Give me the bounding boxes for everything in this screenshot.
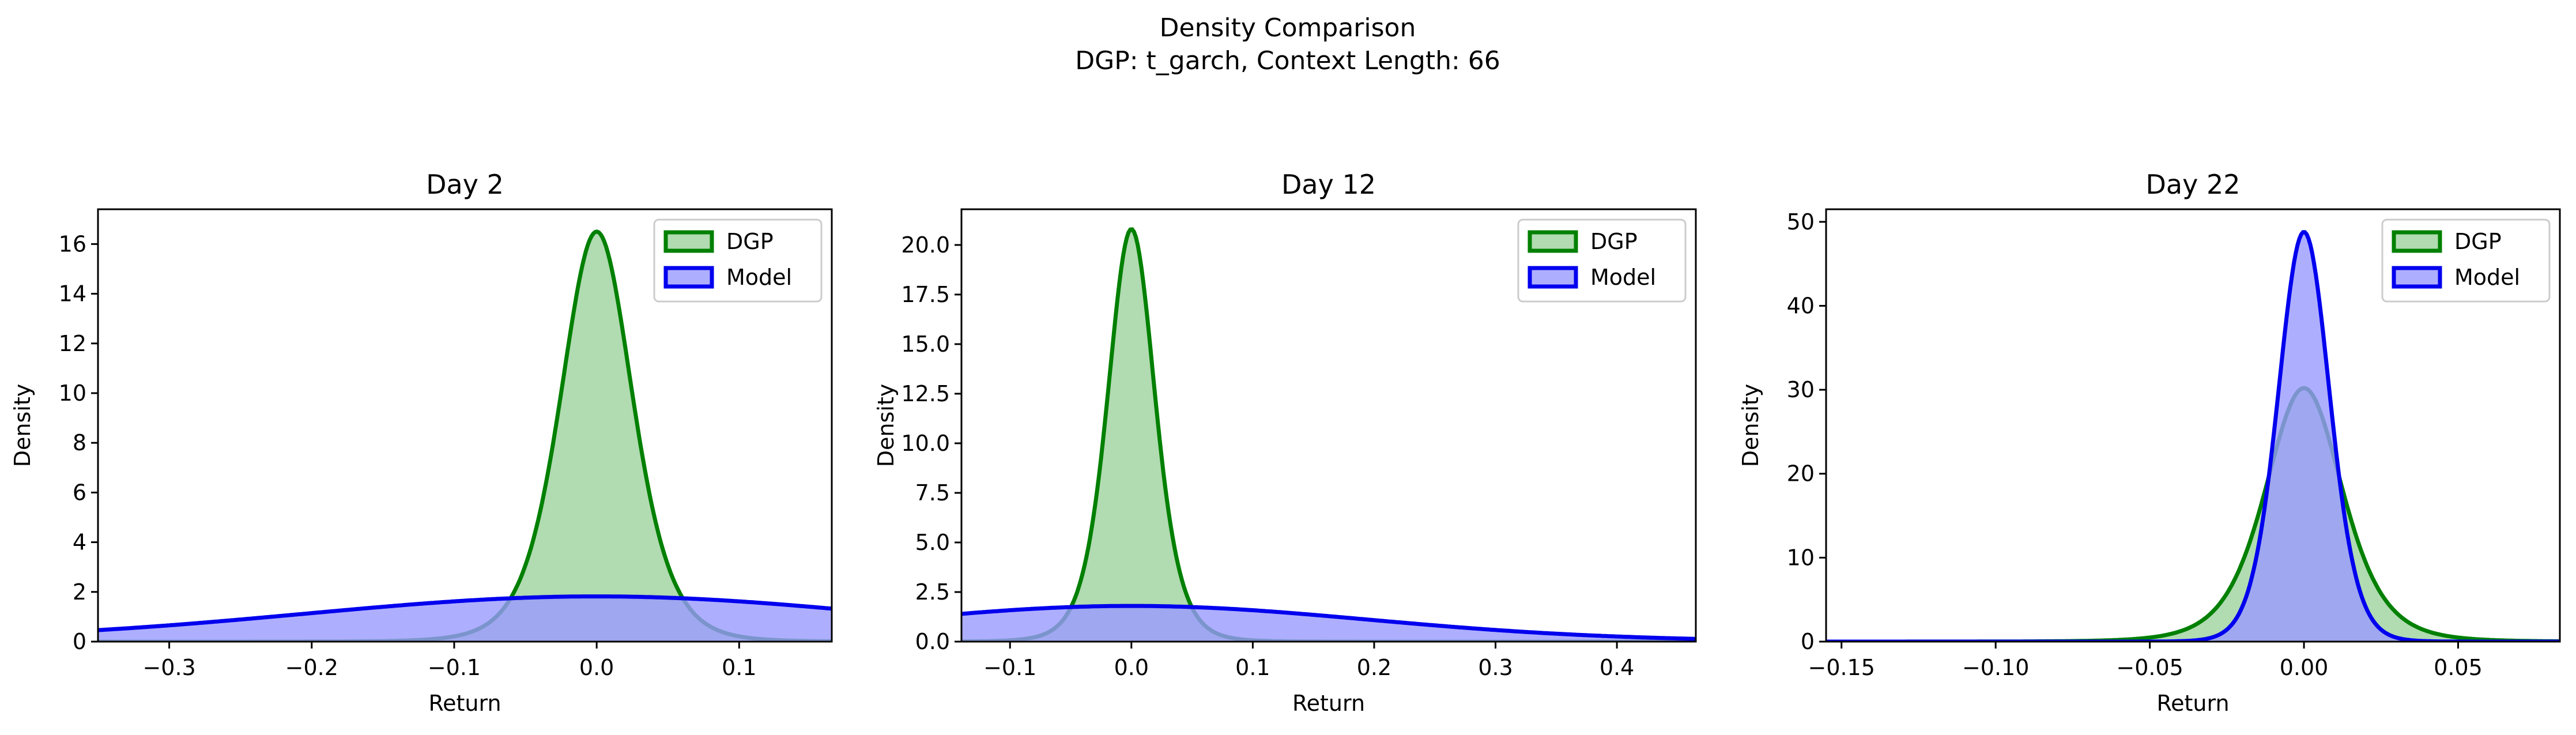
y-tick-label: 16 xyxy=(59,231,86,257)
legend-label-dgp: DGP xyxy=(726,229,774,254)
legend-swatch-dgp xyxy=(2392,230,2442,253)
y-tick-label: 17.5 xyxy=(901,282,950,307)
y-tick-label: 7.5 xyxy=(915,480,950,506)
subplot-title: Day 2 xyxy=(426,169,504,200)
y-tick-label: 5.0 xyxy=(915,530,950,555)
plot-area xyxy=(98,229,832,642)
subplot-2: −0.1 0.0 0.1 0.2 0.3 0.4 0.0 2.5 5.0 7.5 10.0 12.5 1… xyxy=(873,169,1697,716)
legend: DGP Model xyxy=(1517,218,1687,303)
y-tick-label: 12 xyxy=(59,331,86,356)
x-tick-label: 0.2 xyxy=(1357,655,1391,680)
y-tick-label: 12.5 xyxy=(901,381,950,406)
y-tick-label: 40 xyxy=(1787,293,1815,318)
x-tick-label: −0.10 xyxy=(1962,655,2029,680)
y-tick-label: 14 xyxy=(59,281,86,307)
y-tick-label: 10 xyxy=(59,380,86,406)
subplot-1: −0.3 −0.2 −0.1 0.0 0.1 0 2 4 6 8 10 12 14 16 Day 2 Retu… xyxy=(10,169,833,716)
y-tick-label: 0 xyxy=(73,629,86,654)
x-tick-label: 0.1 xyxy=(722,655,756,680)
legend-swatch-model xyxy=(1528,266,1578,289)
x-tick-label: 0.0 xyxy=(1114,655,1149,680)
y-axis-label: Density xyxy=(1738,384,1763,467)
legend-label-model: Model xyxy=(1590,265,1656,290)
legend: DGP Model xyxy=(653,218,823,303)
x-tick-label: 0.4 xyxy=(1600,655,1634,680)
plot-frame xyxy=(1825,208,2561,643)
y-tick-label: 0 xyxy=(1801,629,1815,654)
y-tick-label: 50 xyxy=(1787,209,1815,235)
y-tick-label: 6 xyxy=(73,480,86,505)
y-axis-label: Density xyxy=(873,384,899,467)
x-tick-label: 0.1 xyxy=(1235,655,1270,680)
series-model-line xyxy=(98,594,832,632)
x-axis-label: Return xyxy=(1292,691,1365,716)
y-tick-label: 0.0 xyxy=(915,629,950,654)
x-tick-label: −0.15 xyxy=(1808,655,1875,680)
subplot-3: −0.15 −0.10 −0.05 0.00 0.05 0 10 20 30 40 50 Day 22… xyxy=(1738,169,2561,716)
y-tick-label: 2.5 xyxy=(915,579,950,605)
x-axis-label: Return xyxy=(2156,691,2229,716)
legend-swatch-dgp xyxy=(663,230,714,253)
x-tick-label: −0.2 xyxy=(285,655,338,680)
legend-label-model: Model xyxy=(726,265,792,290)
subplots: −0.3 −0.2 −0.1 0.0 0.1 0 2 4 6 8 10 12 14 16 Day 2 Retu… xyxy=(10,169,2561,716)
x-tick-label: −0.05 xyxy=(2116,655,2183,680)
legend-label-model: Model xyxy=(2454,265,2520,290)
y-tick-label: 15.0 xyxy=(901,331,950,357)
figure-title: Density Comparison xyxy=(1160,13,1416,43)
legend-swatch-model xyxy=(663,266,714,289)
y-tick-label: 30 xyxy=(1787,377,1815,402)
plot-frame xyxy=(97,208,833,643)
x-tick-label: 0.05 xyxy=(2434,655,2483,680)
y-tick-label: 20.0 xyxy=(901,232,950,258)
legend: DGP Model xyxy=(2381,218,2551,303)
x-tick-label: 0.3 xyxy=(1478,655,1513,680)
x-tick-label: −0.1 xyxy=(428,655,481,680)
y-tick-label: 2 xyxy=(73,579,86,605)
x-tick-label: −0.3 xyxy=(142,655,195,680)
y-axis-label: Density xyxy=(10,384,35,467)
y-tick-label: 10 xyxy=(1787,545,1815,570)
figure-subtitle: DGP: t_garch, Context Length: 66 xyxy=(1075,46,1500,76)
y-tick-label: 10.0 xyxy=(901,431,950,456)
y-tick-label: 20 xyxy=(1787,461,1815,487)
legend-label-dgp: DGP xyxy=(1590,229,1638,254)
x-tick-label: −0.1 xyxy=(983,655,1036,680)
y-tick-label: 8 xyxy=(73,430,86,455)
x-axis-label: Return xyxy=(428,691,501,716)
series-dgp-fill xyxy=(961,229,1696,642)
plot-frame xyxy=(960,208,1697,643)
subplot-title: Day 22 xyxy=(2146,169,2241,200)
series-model-fill xyxy=(98,596,832,642)
series-model-line xyxy=(961,604,1696,641)
subplot-title: Day 12 xyxy=(1281,169,1376,200)
x-tick-label: 0.00 xyxy=(2280,655,2329,680)
legend-swatch-model xyxy=(2392,266,2442,289)
y-tick-label: 4 xyxy=(73,530,86,555)
legend-swatch-dgp xyxy=(1528,230,1578,253)
legend-label-dgp: DGP xyxy=(2454,229,2502,254)
series-dgp-fill xyxy=(98,231,832,642)
x-tick-label: 0.0 xyxy=(579,655,614,680)
